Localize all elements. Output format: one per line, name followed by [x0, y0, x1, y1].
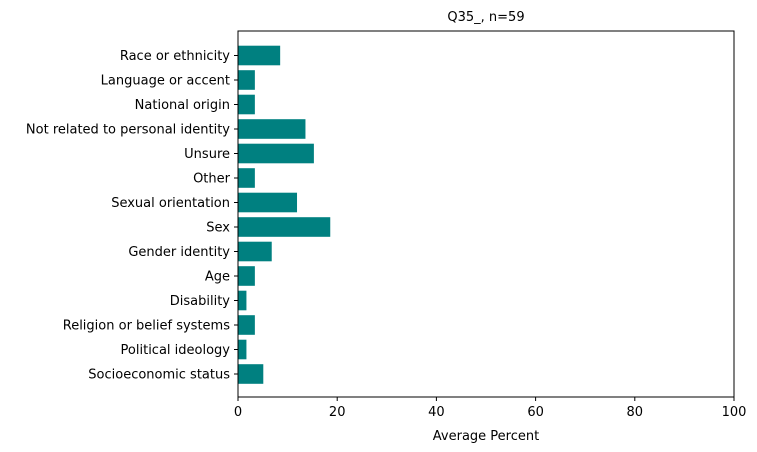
bar: [238, 217, 331, 237]
y-tick-label: Language or accent: [101, 74, 230, 89]
y-tick-label: Sex: [206, 221, 230, 236]
bar: [238, 143, 314, 164]
bar: [238, 192, 298, 213]
x-tick-label: 60: [527, 405, 544, 420]
bar: [238, 241, 272, 262]
y-tick-label: Other: [193, 172, 231, 187]
bar: [238, 70, 255, 90]
bar: [238, 94, 255, 115]
x-axis-ticks: 0 20 40 60 80 100: [234, 397, 747, 420]
chart-title: Q35_, n=59: [447, 10, 524, 25]
x-tick-label: 80: [627, 405, 644, 420]
plot-frame: [237, 30, 735, 398]
bar: [238, 290, 247, 311]
y-tick-label: Age: [205, 270, 230, 285]
bar: [238, 45, 281, 66]
y-tick-label: Disability: [170, 294, 231, 309]
y-tick-label: National origin: [135, 98, 230, 113]
x-tick-label: 40: [428, 405, 445, 420]
y-tick-label: Political ideology: [121, 343, 231, 358]
x-tick-label: 20: [329, 405, 346, 420]
y-tick-label: Unsure: [184, 147, 230, 162]
bar: [238, 119, 306, 139]
y-tick-label: Religion or belief systems: [63, 319, 230, 334]
bar: [238, 266, 255, 286]
y-tick-label: Gender identity: [128, 245, 230, 260]
bar: [238, 315, 255, 335]
y-axis-ticks: Race or ethnicity Language or accent Natio…: [26, 49, 238, 383]
bars-group: [238, 45, 331, 384]
y-tick-label: Socioeconomic status: [88, 368, 230, 383]
x-axis-label: Average Percent: [433, 429, 539, 444]
y-tick-label: Race or ethnicity: [120, 49, 230, 64]
x-tick-label: 0: [234, 405, 242, 420]
bar: [238, 364, 264, 384]
bar: [238, 168, 255, 188]
bar: [238, 339, 247, 360]
y-tick-label: Sexual orientation: [111, 196, 230, 211]
y-tick-label: Not related to personal identity: [26, 123, 230, 138]
x-tick-label: 100: [722, 405, 747, 420]
